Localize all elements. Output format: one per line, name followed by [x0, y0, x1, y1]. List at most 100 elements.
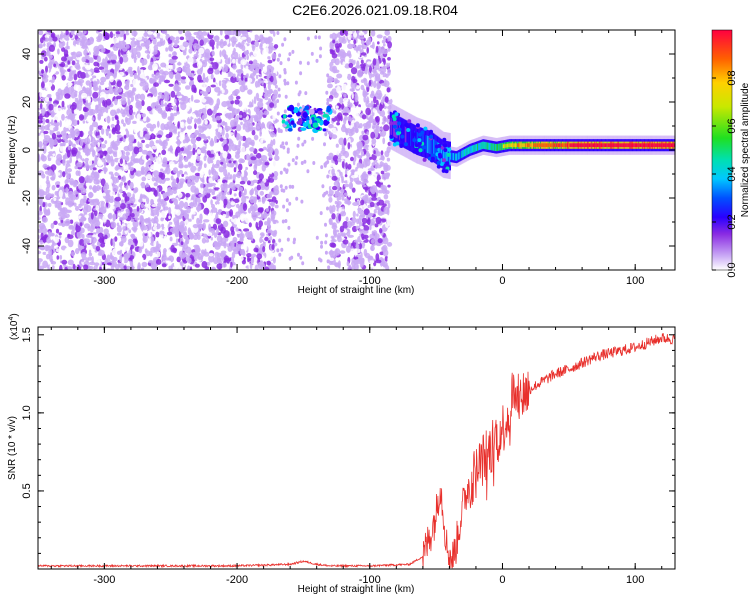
noise-dot [49, 64, 52, 69]
noise-dot [125, 105, 129, 113]
noise-dot [335, 45, 340, 53]
noise-dot [354, 121, 360, 129]
noise-dot [160, 100, 164, 107]
noise-dot [339, 225, 345, 233]
noise-dot [205, 86, 211, 93]
noise-dot [47, 157, 52, 162]
noise-dot [230, 201, 236, 206]
noise-dot [259, 63, 265, 68]
noise-dot [159, 230, 165, 235]
noise-dot [71, 70, 75, 77]
noise-dot [259, 237, 263, 244]
noise-dot [266, 260, 271, 266]
noise-dot [187, 179, 192, 188]
noise-dot [96, 109, 103, 114]
noise-dot [138, 199, 143, 203]
noise-dot [240, 121, 243, 126]
noise-dot [387, 256, 391, 263]
noise-dot [262, 146, 267, 151]
noise-dot [327, 83, 333, 89]
noise-dot [246, 37, 252, 44]
noise-dot [230, 36, 237, 43]
noise-dot [288, 52, 292, 57]
noise-dot [204, 54, 210, 62]
noise-dot [98, 249, 105, 256]
noise-dot [173, 198, 178, 206]
noise-dot [271, 53, 277, 60]
noise-dot [326, 98, 330, 102]
noise-dot [210, 166, 214, 175]
noise-dot [172, 128, 177, 134]
noise-dot [76, 31, 83, 37]
noise-dot [116, 225, 122, 233]
noise-dot [375, 180, 379, 187]
noise-dot [141, 113, 146, 118]
noise-dot [187, 151, 193, 156]
noise-dot [62, 229, 68, 238]
noise-dot [188, 202, 195, 207]
noise-dot [336, 73, 343, 79]
noise-dot [141, 100, 145, 107]
noise-dot [367, 168, 374, 172]
noise-dot [324, 132, 328, 137]
noise-dot [173, 112, 178, 117]
noise-dot [121, 171, 126, 176]
noise-dot [272, 80, 277, 85]
noise-dot [218, 188, 221, 193]
noise-dot [122, 46, 128, 52]
noise-dot [387, 35, 392, 43]
noise-dot [267, 56, 271, 60]
noise-dot [368, 145, 373, 151]
noise-dot [371, 138, 377, 145]
noise-dot [94, 156, 98, 162]
noise-dot [110, 265, 114, 270]
noise-dot [186, 50, 189, 55]
noise-dot [253, 134, 259, 141]
noise-dot [367, 212, 374, 217]
noise-dot [47, 202, 52, 208]
noise-dot [50, 32, 56, 39]
noise-dot [177, 121, 180, 129]
noise-dot [259, 190, 264, 196]
noise-dot [103, 150, 107, 157]
noise-dot [176, 177, 180, 184]
noise-dot [260, 89, 264, 97]
noise-dot [57, 222, 64, 226]
noise-dot [42, 202, 46, 208]
noise-dot [145, 39, 150, 47]
noise-dot [185, 246, 192, 254]
noise-dot [88, 159, 93, 166]
noise-dot [155, 231, 160, 238]
noise-dot [343, 93, 347, 98]
noise-dot [347, 252, 352, 259]
noise-dot [202, 233, 208, 238]
noise-dot [380, 82, 387, 87]
noise-dot [66, 160, 71, 164]
noise-dot [369, 65, 372, 73]
noise-dot [140, 166, 145, 172]
noise-dot [149, 88, 154, 93]
noise-dot [259, 232, 265, 237]
noise-dot [180, 147, 184, 152]
noise-dot [152, 63, 158, 71]
noise-dot [118, 189, 123, 193]
noise-dot [47, 217, 53, 221]
noise-dot [65, 37, 70, 41]
noise-dot [169, 236, 173, 242]
noise-dot [365, 65, 369, 72]
noise-dot [96, 135, 102, 139]
noise-dot [191, 84, 197, 93]
noise-dot [351, 217, 357, 224]
noise-dot [89, 108, 94, 114]
noise-dot [200, 148, 206, 154]
noise-dot [250, 188, 255, 195]
noise-dot [248, 60, 253, 65]
noise-dot [368, 72, 373, 79]
noise-dot [53, 126, 59, 132]
noise-dot [340, 188, 344, 192]
noise-dot [133, 259, 137, 267]
noise-dot [353, 46, 360, 51]
noise-dot [117, 169, 123, 174]
noise-dot [369, 201, 375, 208]
